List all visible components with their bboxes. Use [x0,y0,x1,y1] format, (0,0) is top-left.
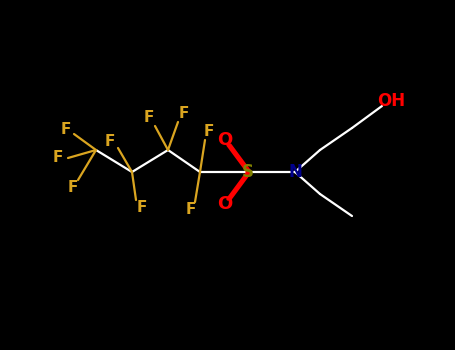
Text: F: F [186,203,196,217]
Text: S: S [242,163,254,181]
Text: O: O [217,131,233,149]
Text: F: F [105,134,115,149]
Text: F: F [204,125,214,140]
Text: F: F [61,121,71,136]
Text: F: F [68,181,78,196]
Text: F: F [137,199,147,215]
Text: F: F [144,111,154,126]
Text: N: N [288,163,302,181]
Text: O: O [217,195,233,213]
Text: F: F [179,106,189,121]
Text: OH: OH [377,92,405,110]
Text: F: F [53,150,63,166]
